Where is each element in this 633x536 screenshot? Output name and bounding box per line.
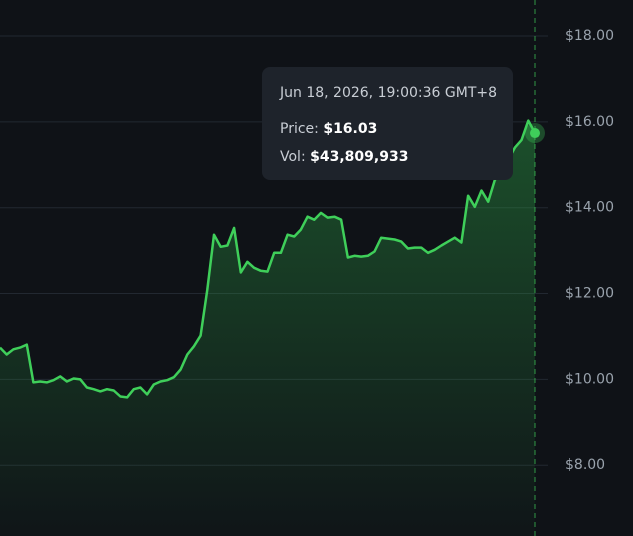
vol-label: Vol: [280, 149, 306, 165]
y-tick-label: $18.00 [565, 28, 614, 44]
price-line [0, 119, 537, 399]
y-tick-label: $12.00 [565, 286, 614, 302]
price-value: $16.03 [323, 121, 378, 137]
tooltip-vol: Vol: $43,809,933 [280, 149, 495, 165]
hover-dot [530, 128, 540, 139]
vol-value: $43,809,933 [310, 149, 409, 165]
price-label: Price: [280, 121, 319, 137]
tooltip-price: Price: $16.03 [280, 121, 495, 137]
y-tick-label: $14.00 [565, 200, 614, 216]
area-fill [0, 120, 535, 536]
y-tick-label: $8.00 [565, 457, 605, 473]
tooltip: Jun 18, 2026, 19:00:36 GMT+8 Price: $16.… [262, 67, 513, 180]
y-tick-label: $10.00 [565, 371, 614, 387]
tooltip-date: Jun 18, 2026, 19:00:36 GMT+8 [280, 85, 498, 101]
y-tick-label: $16.00 [565, 114, 614, 130]
